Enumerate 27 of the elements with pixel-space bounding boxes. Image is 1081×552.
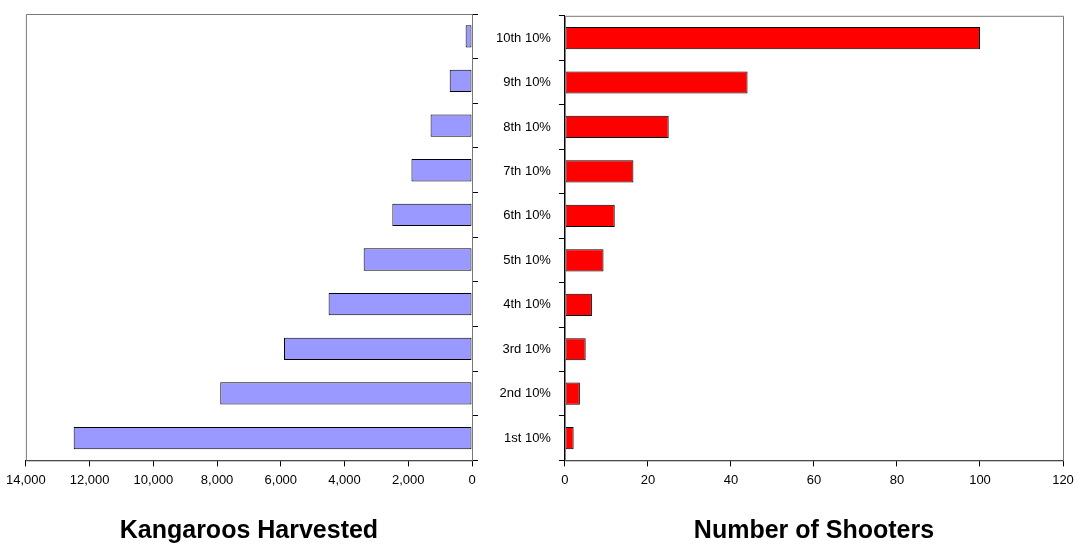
y-tick-label: 2nd 10% — [499, 385, 552, 401]
y-tick-label: 4th 10% — [503, 296, 552, 312]
x-tick-label: 10,000 — [133, 471, 174, 487]
y-tick-label: 7th 10% — [503, 162, 552, 178]
x-tick-label: 8,000 — [200, 471, 234, 487]
x-tick-label: 12,000 — [69, 471, 110, 487]
y-tick-label: 1st 10% — [503, 429, 552, 445]
x-tick-label: 120 — [1052, 471, 1074, 487]
x-axis-title: Kangaroos Harvested — [119, 514, 379, 543]
x-tick-label: 100 — [969, 471, 991, 487]
y-tick-label: 5th 10% — [503, 251, 552, 267]
x-tick-label: 0 — [561, 471, 569, 487]
y-tick-label: 9th 10% — [503, 74, 552, 90]
x-tick-label: 2,000 — [392, 471, 425, 487]
x-tick-label: 40 — [723, 471, 739, 487]
x-tick-label: 0 — [468, 471, 476, 487]
x-tick-label: 60 — [806, 471, 822, 487]
y-tick-label: 6th 10% — [503, 207, 552, 223]
y-tick-label: 3rd 10% — [502, 340, 552, 356]
y-tick-label: 10th 10% — [496, 29, 552, 45]
x-tick-label: 80 — [889, 471, 905, 487]
x-tick-label: 4,000 — [328, 471, 361, 487]
x-tick-label: 14,000 — [6, 471, 46, 487]
x-axis-title: Number of Shooters — [693, 514, 935, 543]
x-tick-label: 20 — [640, 471, 656, 487]
y-tick-label: 8th 10% — [503, 118, 552, 134]
x-tick-label: 6,000 — [264, 471, 298, 487]
